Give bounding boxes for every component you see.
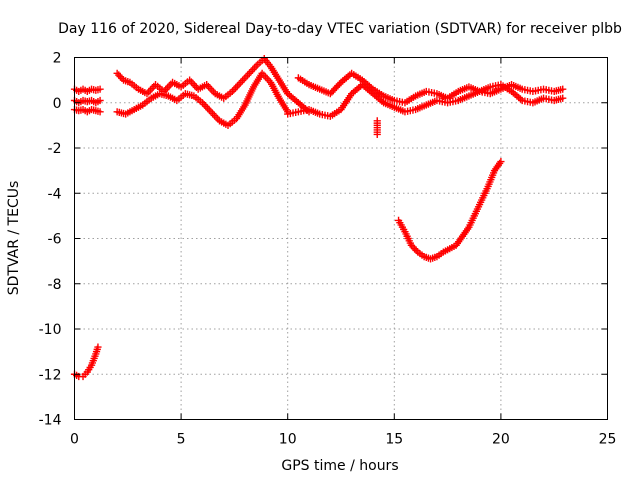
y-tick-label: -8 <box>48 277 62 293</box>
data-series <box>70 55 567 381</box>
data-point <box>559 94 567 102</box>
data-point <box>335 80 344 88</box>
data-point <box>116 73 124 81</box>
y-tick-label: -14 <box>39 413 62 429</box>
x-tick-label: 5 <box>177 432 186 448</box>
y-tick-labels: -14 -12 -10 -8 -6 -4 -2 0 2 <box>39 51 62 429</box>
series-prn-a <box>70 85 104 96</box>
data-point <box>559 85 567 93</box>
data-point <box>94 343 102 351</box>
data-point <box>497 157 505 166</box>
x-tick-label: 10 <box>279 432 297 448</box>
data-point <box>113 69 121 77</box>
series-prn-h <box>373 117 381 139</box>
data-point <box>96 108 104 116</box>
x-tick-labels: 0 5 10 15 20 25 <box>70 432 616 448</box>
chart-title: Day 116 of 2020, Sidereal Day-to-day VTE… <box>58 21 622 37</box>
data-point <box>373 130 381 139</box>
axis-ticks <box>74 57 608 420</box>
y-tick-label: -10 <box>39 322 62 338</box>
data-point <box>115 71 123 79</box>
x-tick-label: 0 <box>70 432 79 448</box>
y-tick-label: -4 <box>48 186 62 202</box>
data-point <box>407 241 415 249</box>
data-point <box>118 74 126 83</box>
y-axis-label: SDTVAR / TECUs <box>6 181 22 296</box>
data-point <box>96 96 104 105</box>
x-tick-label: 15 <box>385 432 403 448</box>
series-prn-d <box>113 55 313 116</box>
series-prn-g <box>284 81 567 120</box>
series-prn-e <box>113 69 292 129</box>
y-tick-label: -12 <box>39 367 62 383</box>
y-tick-label: -2 <box>48 141 62 157</box>
grid-lines <box>74 57 608 420</box>
y-tick-label: 2 <box>53 51 62 67</box>
y-tick-label: 0 <box>53 96 62 112</box>
series-prn-i <box>394 157 505 263</box>
series-prn-b <box>70 96 104 107</box>
data-point <box>409 243 417 251</box>
series-prn-j <box>70 343 102 381</box>
series-prn-c <box>70 105 104 116</box>
x-axis-label: GPS time / hours <box>281 458 398 474</box>
data-point <box>96 85 104 93</box>
y-tick-label: -6 <box>48 232 62 248</box>
data-point <box>412 246 420 254</box>
x-tick-label: 20 <box>492 432 510 448</box>
data-point <box>410 245 419 253</box>
x-tick-label: 25 <box>599 432 617 448</box>
